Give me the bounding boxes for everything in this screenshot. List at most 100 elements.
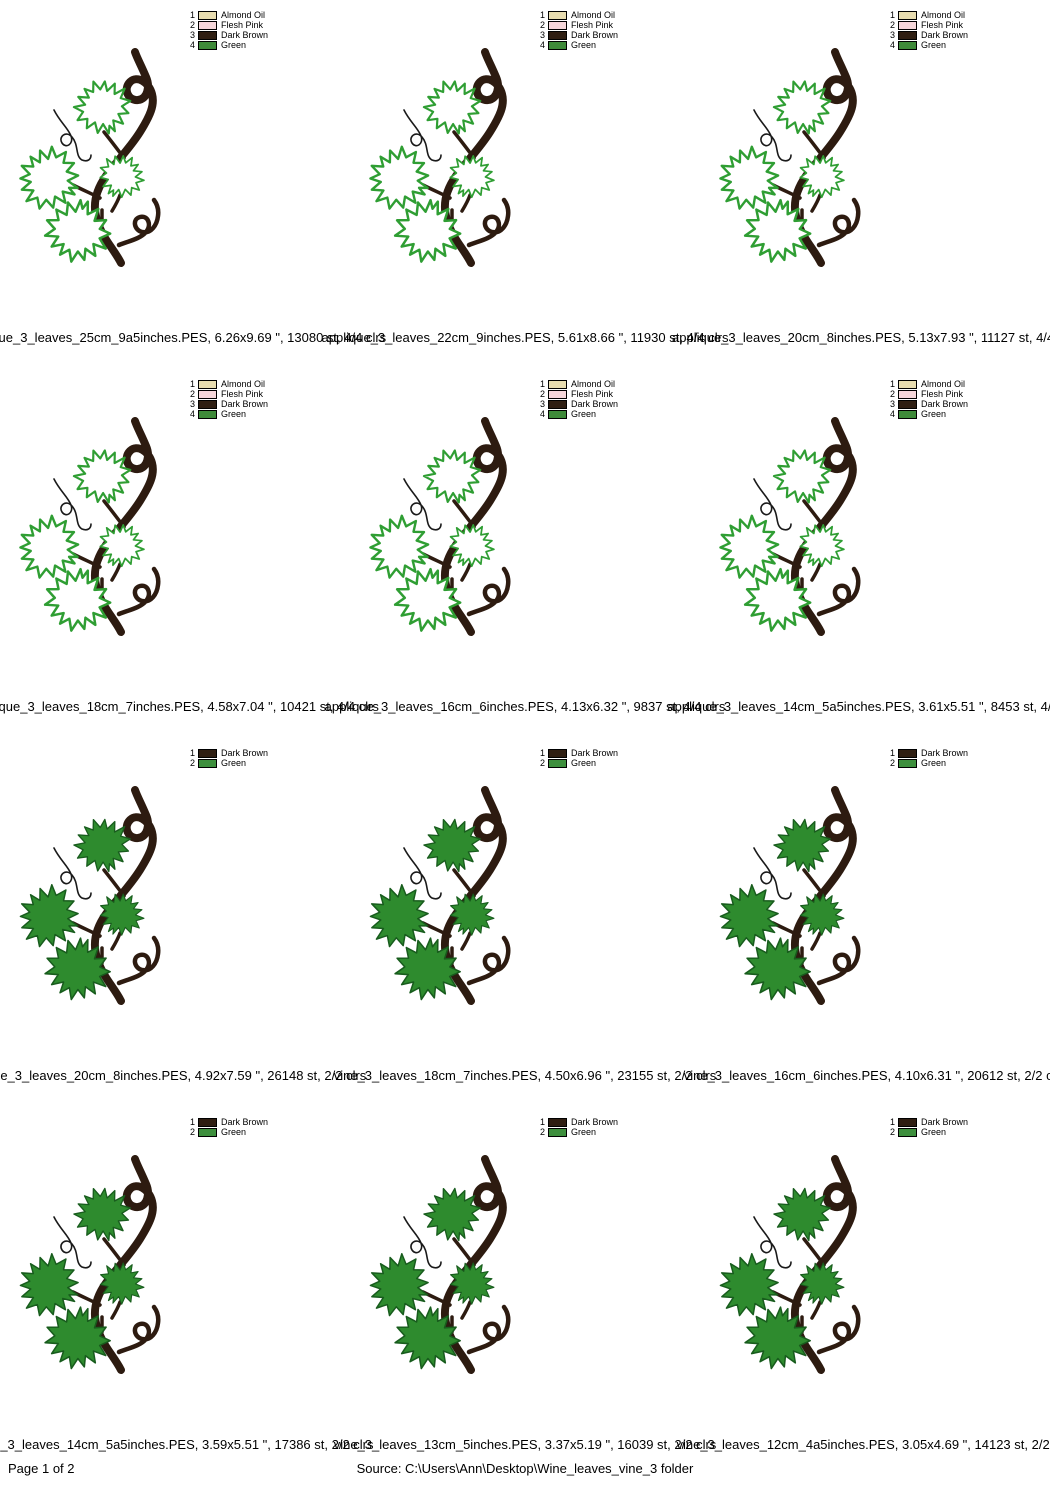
color-swatch (898, 20, 917, 30)
legend-color-number: 3 (539, 399, 545, 409)
legend-color-name: Dark Brown (571, 1117, 619, 1127)
legend-color-number: 2 (539, 1127, 545, 1137)
design-caption: vine_3_leaves_16cm_6inches.PES, 4.10x6.3… (683, 1068, 1050, 1083)
legend-row: 3 Dark Brown (886, 30, 968, 40)
vine-design-image (368, 786, 518, 1006)
vine-design-image (718, 1155, 868, 1375)
legend-color-number: 1 (889, 379, 895, 389)
design-caption: vine_3_leaves_13cm_5inches.PES, 3.37x5.1… (333, 1437, 717, 1452)
legend-row: 1 Almond Oil (536, 379, 618, 389)
design-tile: 1 Dark Brown 2 Green vine_3_leaves_20cm_… (0, 738, 366, 1107)
color-swatch (198, 399, 217, 409)
legend-row: 3 Dark Brown (886, 399, 968, 409)
thread-color-legend: 1 Almond Oil 2 Flesh Pink 3 Dark Brown 4… (186, 10, 268, 50)
design-caption: applique_3_leaves_20cm_8inches.PES, 5.13… (672, 330, 1050, 345)
legend-color-name: Flesh Pink (571, 389, 614, 399)
color-swatch (548, 399, 567, 409)
legend-color-number: 4 (889, 40, 895, 50)
design-tile: 1 Dark Brown 2 Green vine_3_leaves_18cm_… (334, 738, 717, 1107)
color-swatch (198, 1117, 217, 1127)
legend-color-number: 2 (539, 20, 545, 30)
legend-color-number: 1 (189, 10, 195, 20)
design-tile: 1 Almond Oil 2 Flesh Pink 3 Dark Brown 4… (0, 0, 386, 369)
legend-row: 3 Dark Brown (186, 30, 268, 40)
color-swatch (198, 10, 217, 20)
legend-row: 1 Almond Oil (886, 10, 968, 20)
color-swatch (898, 389, 917, 399)
legend-color-name: Dark Brown (921, 399, 969, 409)
color-swatch (198, 20, 217, 30)
vine-design-image (18, 786, 168, 1006)
color-swatch (198, 30, 217, 40)
legend-row: 3 Dark Brown (186, 399, 268, 409)
legend-row: 1 Dark Brown (186, 1117, 268, 1127)
legend-color-name: Flesh Pink (921, 20, 964, 30)
legend-color-name: Flesh Pink (221, 389, 264, 399)
legend-color-name: Dark Brown (221, 399, 269, 409)
vine-design-image (718, 417, 868, 637)
legend-color-number: 2 (889, 389, 895, 399)
design-caption: vine_3_leaves_20cm_8inches.PES, 4.92x7.5… (0, 1068, 367, 1083)
legend-color-name: Dark Brown (571, 30, 619, 40)
thread-color-legend: 1 Dark Brown 2 Green (186, 1117, 268, 1137)
legend-row: 4 Green (536, 40, 618, 50)
design-tile: 1 Almond Oil 2 Flesh Pink 3 Dark Brown 4… (325, 369, 726, 738)
design-caption: applique_3_leaves_18cm_7inches.PES, 4.58… (0, 699, 379, 714)
legend-row: 1 Dark Brown (186, 748, 268, 758)
legend-color-name: Green (221, 40, 247, 50)
legend-color-name: Almond Oil (571, 379, 616, 389)
vine-design-image (18, 417, 168, 637)
color-swatch (548, 30, 567, 40)
legend-row: 4 Green (536, 409, 618, 419)
legend-color-name: Green (221, 1127, 247, 1137)
legend-color-number: 1 (189, 748, 195, 758)
design-tile: 1 Almond Oil 2 Flesh Pink 3 Dark Brown 4… (667, 369, 1050, 738)
legend-color-number: 1 (539, 379, 545, 389)
legend-color-name: Green (571, 409, 597, 419)
vine-design-image (718, 48, 868, 268)
color-swatch (198, 758, 217, 768)
legend-row: 2 Green (886, 758, 968, 768)
legend-color-number: 2 (189, 1127, 195, 1137)
legend-color-name: Almond Oil (221, 10, 266, 20)
legend-color-name: Green (921, 40, 947, 50)
legend-row: 3 Dark Brown (536, 30, 618, 40)
design-tile: 1 Dark Brown 2 Green vine_3_leaves_12cm_… (676, 1107, 1050, 1476)
vine-design-image (368, 48, 518, 268)
design-tile: 1 Almond Oil 2 Flesh Pink 3 Dark Brown 4… (322, 0, 729, 369)
color-swatch (198, 389, 217, 399)
thread-color-legend: 1 Dark Brown 2 Green (886, 748, 968, 768)
legend-color-number: 2 (889, 20, 895, 30)
legend-color-name: Dark Brown (571, 399, 619, 409)
legend-color-number: 4 (189, 40, 195, 50)
color-swatch (548, 758, 567, 768)
legend-color-name: Almond Oil (921, 10, 966, 20)
thread-color-legend: 1 Almond Oil 2 Flesh Pink 3 Dark Brown 4… (886, 10, 968, 50)
legend-row: 2 Flesh Pink (536, 20, 618, 30)
thread-color-legend: 1 Dark Brown 2 Green (536, 748, 618, 768)
legend-color-number: 2 (189, 20, 195, 30)
color-swatch (898, 379, 917, 389)
color-swatch (548, 409, 567, 419)
legend-row: 2 Flesh Pink (536, 389, 618, 399)
thread-color-legend: 1 Dark Brown 2 Green (186, 748, 268, 768)
design-tile: 1 Dark Brown 2 Green vine_3_leaves_16cm_… (684, 738, 1050, 1107)
legend-color-number: 2 (539, 389, 545, 399)
color-swatch (198, 1127, 217, 1137)
legend-row: 2 Green (536, 1127, 618, 1137)
color-swatch (198, 40, 217, 50)
legend-color-name: Flesh Pink (921, 389, 964, 399)
color-swatch (198, 379, 217, 389)
legend-color-number: 3 (189, 30, 195, 40)
legend-color-number: 1 (889, 10, 895, 20)
design-caption: applique_3_leaves_14cm_5a5inches.PES, 3.… (667, 699, 1050, 714)
legend-color-number: 2 (539, 758, 545, 768)
legend-row: 1 Almond Oil (186, 379, 268, 389)
legend-color-name: Flesh Pink (221, 20, 264, 30)
legend-color-name: Almond Oil (921, 379, 966, 389)
legend-row: 1 Dark Brown (886, 1117, 968, 1127)
legend-color-name: Flesh Pink (571, 20, 614, 30)
thread-color-legend: 1 Dark Brown 2 Green (536, 1117, 618, 1137)
design-caption: applique_3_leaves_16cm_6inches.PES, 4.13… (324, 699, 726, 714)
legend-color-number: 1 (539, 10, 545, 20)
